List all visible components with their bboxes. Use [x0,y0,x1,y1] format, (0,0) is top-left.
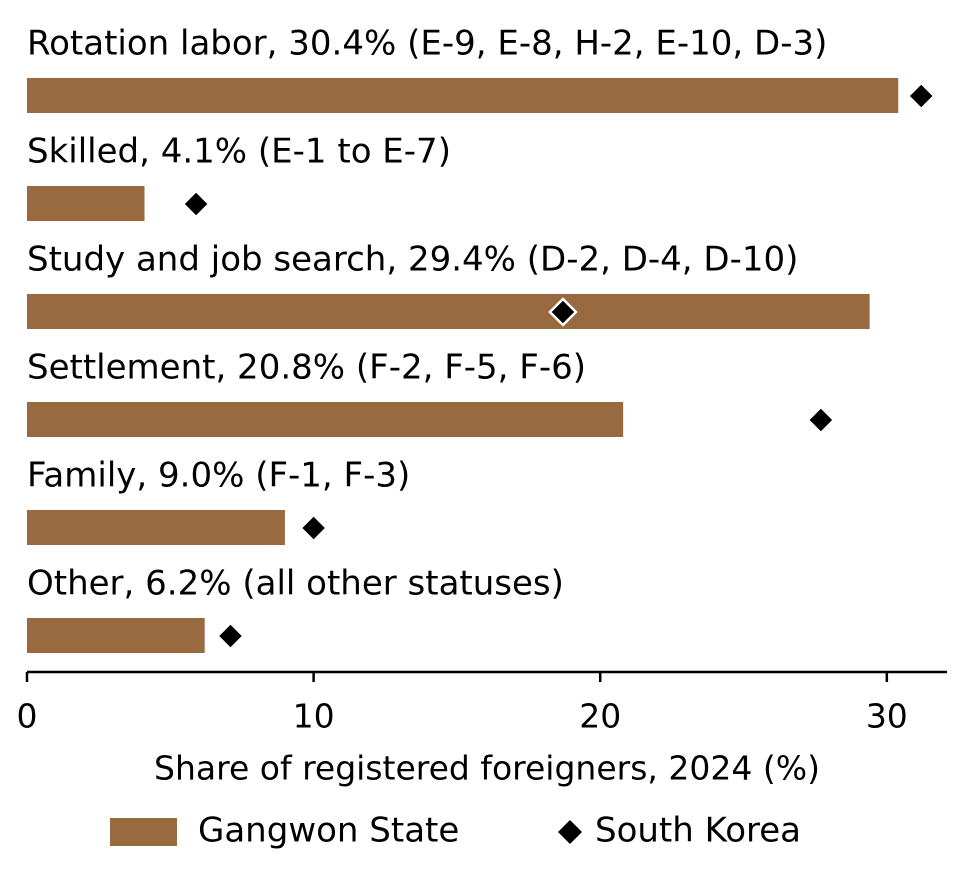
x-tick-label: 20 [579,697,621,736]
marker [806,405,836,435]
legend-marker [558,820,582,844]
marker [298,513,329,543]
category-label: Rotation labor, 30.4% (E-9, E-8, H-2, E-… [27,24,827,64]
marker [181,189,211,219]
legend-swatch [110,818,177,846]
category-label: Skilled, 4.1% (E-1 to E-7) [27,132,451,172]
x-tick-label: 10 [293,697,335,736]
x-tick-label: 0 [17,697,38,736]
marker [548,297,578,327]
legend-label: South Korea [595,811,801,851]
marker [906,81,936,111]
bar [27,618,205,653]
category-label: Family, 9.0% (F-1, F-3) [27,456,410,496]
bar [27,186,145,221]
x-tick-label: 30 [866,697,908,736]
bar [27,402,624,437]
category-label: Settlement, 20.8% (F-2, F-5, F-6) [27,348,586,388]
marker [215,621,246,651]
legend-label: Gangwon State [198,811,459,851]
bar [27,78,899,113]
bar [27,510,285,545]
x-axis-title: Share of registered foreigners, 2024 (%) [154,749,820,788]
bar [27,294,870,329]
category-label: Other, 6.2% (all other statuses) [27,564,564,604]
category-label: Study and job search, 29.4% (D-2, D-4, D… [27,240,798,280]
